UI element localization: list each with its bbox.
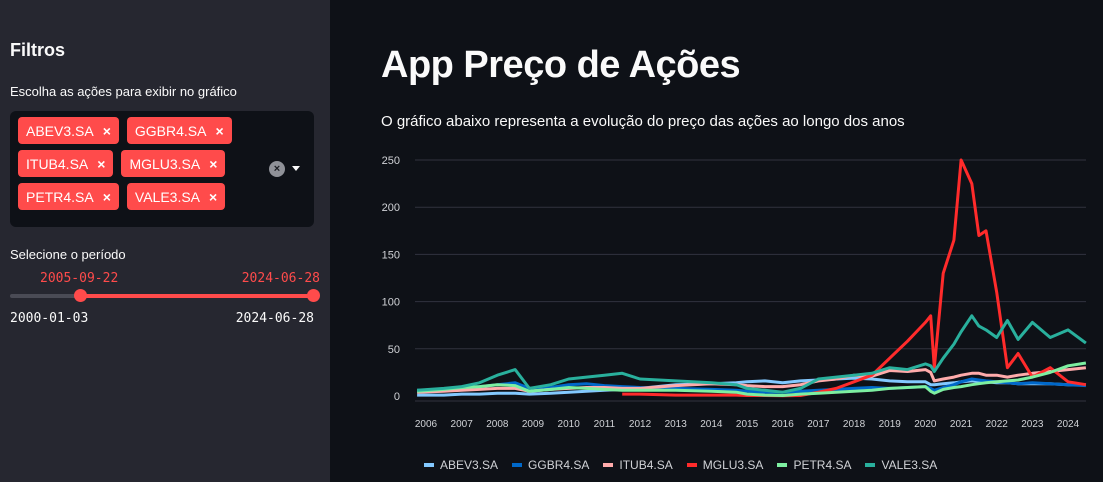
stock-multiselect-label: Escolha as ações para exibir no gráfico: [10, 84, 237, 99]
stock-multiselect[interactable]: ABEV3.SA × GGBR4.SA × ITUB4.SA × MGLU3.SA × …: [10, 111, 314, 227]
legend-item[interactable]: ITUB4.SA: [603, 458, 673, 472]
y-axis-ticks: 0 50 100 150 200 250: [382, 155, 400, 403]
legend-swatch: [777, 463, 788, 467]
legend-label: GGBR4.SA: [528, 458, 590, 472]
svg-text:0: 0: [394, 391, 400, 403]
slider-end-handle[interactable]: [307, 289, 320, 302]
page-title: App Preço de Ações: [381, 44, 741, 86]
legend-label: MGLU3.SA: [702, 458, 764, 472]
svg-text:2012: 2012: [629, 419, 652, 430]
sidebar: Filtros Escolha as ações para exibir no …: [0, 0, 330, 482]
tag-itub4[interactable]: ITUB4.SA ×: [18, 150, 114, 177]
selected-tags: ABEV3.SA × GGBR4.SA × ITUB4.SA × MGLU3.SA × …: [18, 117, 248, 210]
svg-text:150: 150: [382, 249, 400, 261]
legend-swatch: [512, 463, 523, 467]
chevron-down-icon[interactable]: [292, 166, 300, 171]
legend-swatch: [686, 463, 697, 467]
tag-mglu3[interactable]: MGLU3.SA ×: [121, 150, 226, 177]
tag-abev3[interactable]: ABEV3.SA ×: [18, 117, 119, 144]
legend-item[interactable]: ABEV3.SA: [424, 458, 498, 472]
svg-text:200: 200: [382, 202, 400, 214]
tag-label: ITUB4.SA: [26, 155, 89, 172]
series-line-vale3-sa[interactable]: [416, 314, 1087, 394]
remove-tag-icon[interactable]: ×: [102, 122, 111, 139]
svg-text:2010: 2010: [558, 419, 581, 430]
svg-text:2011: 2011: [594, 419, 616, 430]
remove-tag-icon[interactable]: ×: [102, 188, 111, 205]
period-slider-label: Selecione o período: [10, 247, 126, 262]
stock-price-chart[interactable]: 0 50 100 150 200 250 2006 2007 2008 2009 2010 2011…: [360, 145, 1103, 482]
series-line-petr4-sa[interactable]: [416, 361, 1087, 397]
slider-start-handle[interactable]: [74, 289, 87, 302]
period-slider-range: [80, 294, 314, 298]
tag-label: ABEV3.SA: [26, 122, 94, 139]
tag-ggbr4[interactable]: GGBR4.SA ×: [126, 117, 232, 144]
svg-text:2020: 2020: [914, 419, 937, 430]
svg-text:50: 50: [388, 344, 400, 356]
svg-text:100: 100: [382, 297, 400, 309]
period-slider-track[interactable]: [10, 294, 314, 298]
slider-end-value: 2024-06-28: [241, 271, 320, 286]
tag-petr4[interactable]: PETR4.SA ×: [18, 183, 119, 210]
chart-series-lines: [416, 158, 1087, 398]
tag-label: VALE3.SA: [134, 188, 201, 205]
svg-text:2009: 2009: [522, 419, 545, 430]
svg-text:2006: 2006: [415, 419, 438, 430]
remove-tag-icon[interactable]: ×: [97, 155, 106, 172]
svg-text:2007: 2007: [451, 419, 474, 430]
remove-tag-icon[interactable]: ×: [215, 122, 224, 139]
chart-gridlines: [415, 159, 1086, 402]
clear-all-icon[interactable]: ×: [269, 161, 285, 177]
legend-item[interactable]: GGBR4.SA: [512, 458, 589, 472]
legend-swatch: [424, 463, 434, 467]
svg-text:2017: 2017: [807, 419, 830, 430]
svg-text:2023: 2023: [1021, 419, 1044, 430]
remove-tag-icon[interactable]: ×: [209, 188, 218, 205]
legend-item[interactable]: MGLU3.SA: [686, 458, 764, 472]
svg-text:2024: 2024: [1057, 419, 1080, 430]
legend-item[interactable]: PETR4.SA: [777, 458, 851, 472]
slider-max-label: 2024-06-28: [235, 311, 314, 326]
legend-label: ABEV3.SA: [440, 458, 499, 472]
page-subtitle: O gráfico abaixo representa a evolução d…: [381, 113, 905, 130]
slider-start-value: 2005-09-22: [40, 271, 119, 286]
remove-tag-icon[interactable]: ×: [209, 155, 218, 172]
tag-label: MGLU3.SA: [129, 155, 201, 172]
slider-min-label: 2000-01-03: [10, 311, 89, 326]
legend-label: PETR4.SA: [793, 458, 852, 472]
legend-item[interactable]: VALE3.SA: [865, 458, 937, 472]
svg-text:250: 250: [382, 155, 400, 167]
svg-text:2016: 2016: [772, 419, 795, 430]
svg-text:2018: 2018: [843, 419, 866, 430]
svg-text:2013: 2013: [665, 419, 688, 430]
legend-swatch: [603, 463, 614, 467]
svg-text:2015: 2015: [736, 419, 759, 430]
x-axis-ticks: 2006 2007 2008 2009 2010 2011 2012 2013 2014 2015…: [415, 419, 1080, 430]
svg-text:2019: 2019: [879, 419, 902, 430]
svg-text:2021: 2021: [950, 419, 973, 430]
svg-text:2008: 2008: [486, 419, 509, 430]
chart-legend: ABEV3.SA GGBR4.SA ITUB4.SA MGLU3.SA PETR4.SA…: [424, 458, 937, 472]
legend-label: ITUB4.SA: [619, 458, 673, 472]
legend-label: VALE3.SA: [881, 458, 938, 472]
legend-swatch: [865, 463, 876, 467]
tag-label: GGBR4.SA: [134, 122, 207, 139]
tag-vale3[interactable]: VALE3.SA ×: [126, 183, 226, 210]
tag-label: PETR4.SA: [26, 188, 94, 205]
sidebar-title: Filtros: [10, 40, 66, 60]
svg-text:2022: 2022: [986, 419, 1009, 430]
svg-text:2014: 2014: [700, 419, 723, 430]
series-line-mglu3-sa[interactable]: [622, 158, 1087, 398]
